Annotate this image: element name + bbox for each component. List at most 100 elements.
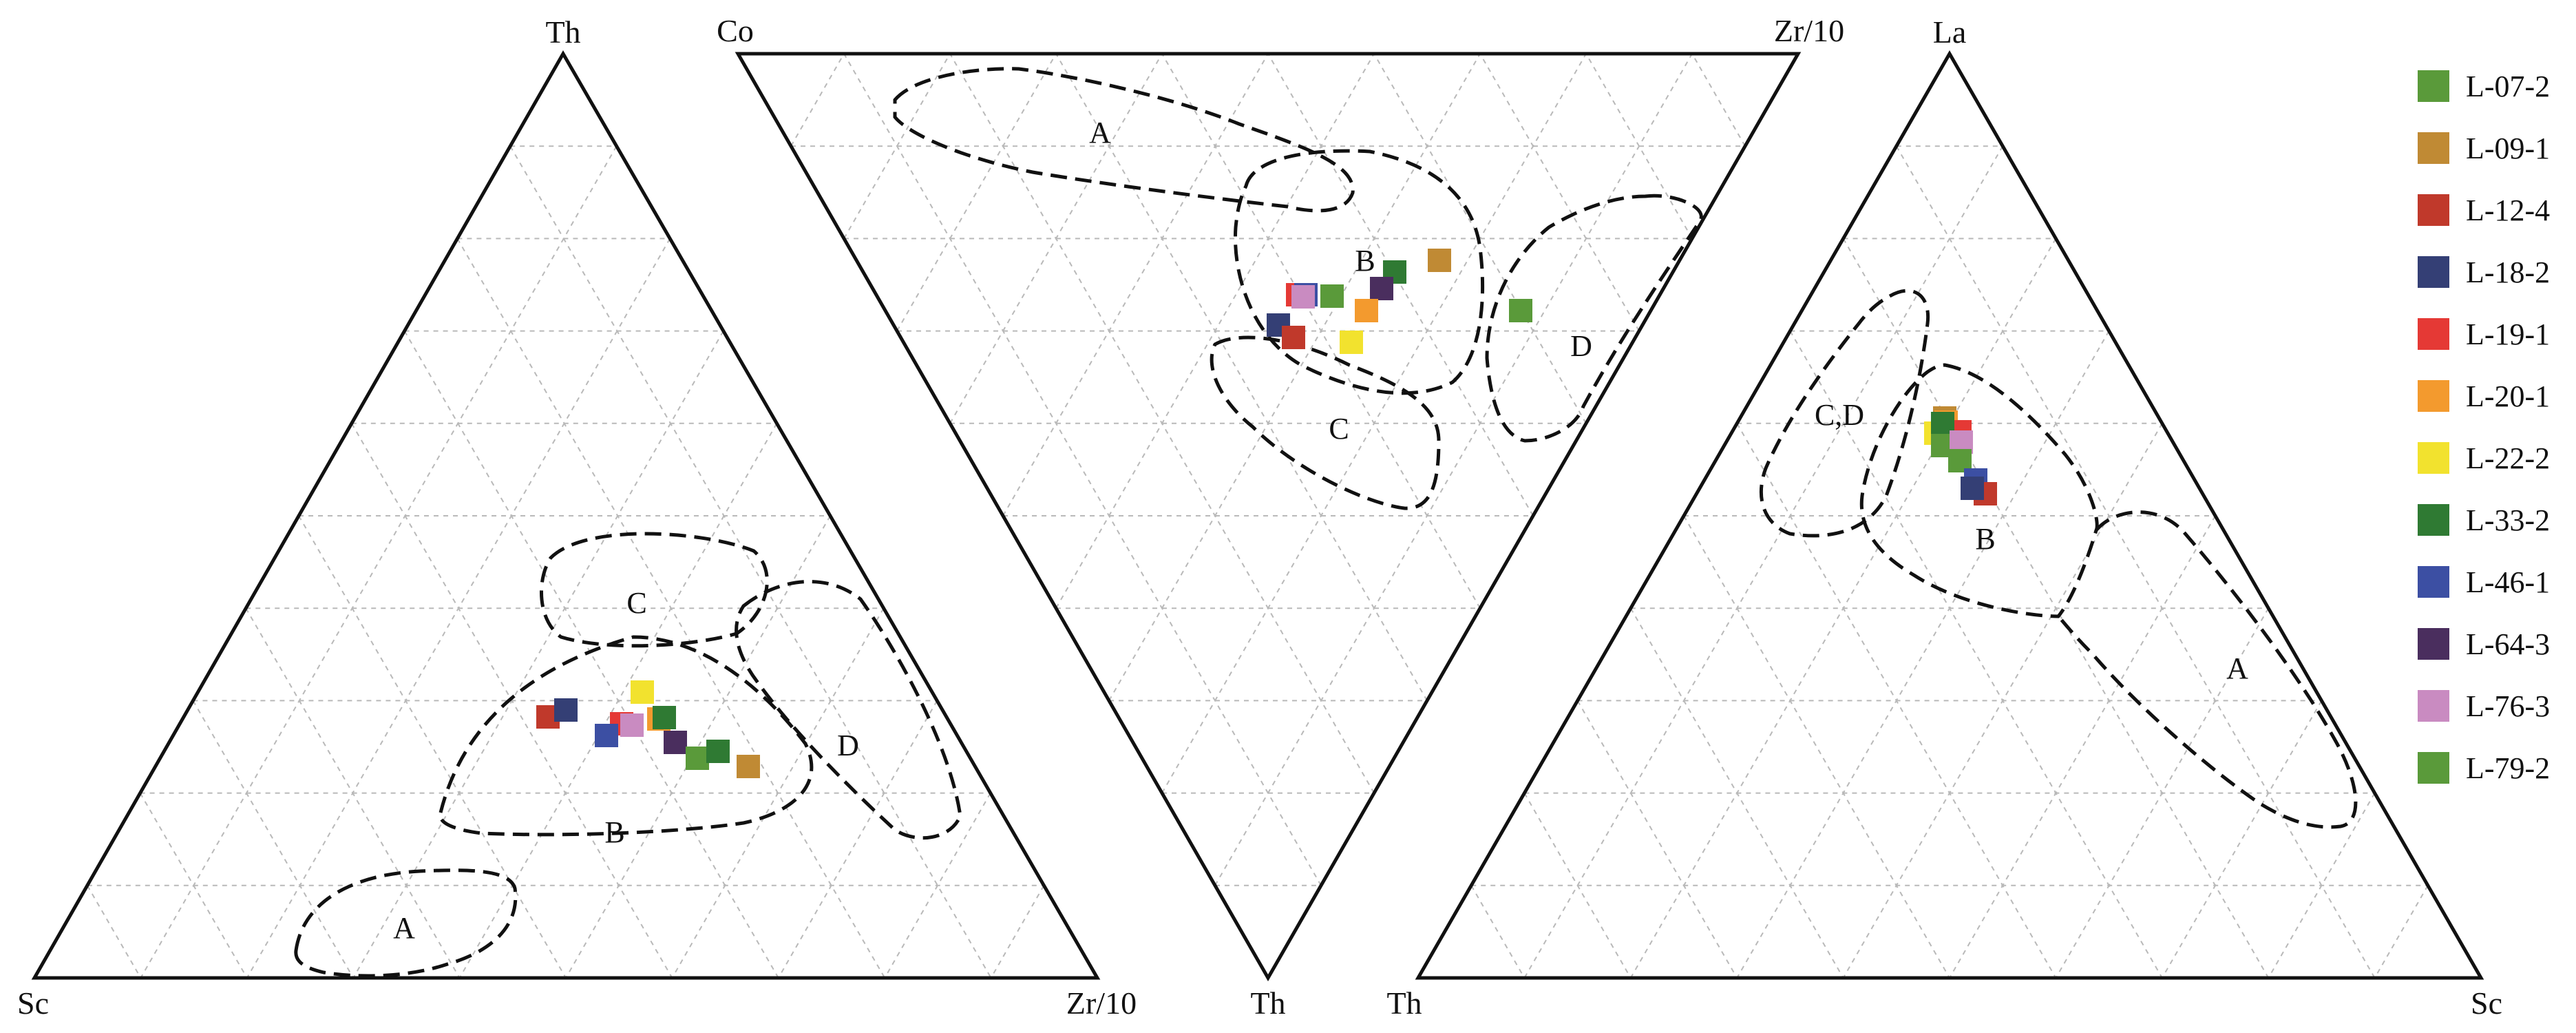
legend-label: L-76-3 [2466,689,2550,723]
point-l-33-2 [706,740,730,763]
vertex-label-th: Th [545,14,580,50]
grid-line [1523,145,2004,979]
sample-points [1267,249,1532,354]
vertex-label-sc: Sc [17,985,49,1021]
vertex-labels: La Th Sc [1386,14,2502,1021]
ternary-la-th-sc: C,D B A La Th Sc [1386,14,2502,1021]
legend-swatch [2418,752,2449,784]
vertex-label-co: Co [717,13,754,48]
grid-line [140,145,617,979]
field-boundary-a [2057,510,2358,829]
grid-line [1683,515,1950,979]
legend-swatch [2418,70,2449,102]
point-l-09-1 [1428,249,1451,272]
grid-line [1736,331,2110,979]
ternary-frame [735,52,1802,982]
vertex-label-la: La [1933,14,1967,50]
field-boundary-a [893,67,1355,213]
grid-line [403,331,779,979]
ternary-frame [31,50,1101,980]
legend-swatch [2418,132,2449,164]
field-label-c: C [1329,412,1349,446]
legend: L-07-2 L-09-1 L-12-4 L-18-2 L-19-1 L-20-1 L-22… [2418,70,2550,785]
legend-swatch [2418,504,2449,536]
sample-points [536,680,760,778]
point-l-79-2 [1509,299,1532,322]
field-boundary-d [1485,194,1703,443]
point-l-33-2 [653,706,676,729]
field-label-b: B [604,815,624,849]
grid-line [298,515,567,979]
grid-line [2374,885,2429,979]
grid-line [1470,885,1525,979]
point-l-22-2 [1340,331,1363,354]
point-l-20-1 [1355,299,1378,322]
grid-line [246,238,671,979]
grid-line [990,885,1045,979]
grid-line [192,700,355,979]
legend-label: L-33-2 [2466,503,2550,537]
field-boundaries [1760,289,2358,829]
grid-line [565,515,831,979]
point-l-09-1 [737,755,760,778]
legend-label: L-19-1 [2466,317,2550,351]
grid-line [1842,238,2270,979]
legend-swatch [2418,194,2449,226]
legend-swatch [2418,442,2449,474]
grid-line [352,331,724,979]
field-label-d: D [1570,329,1592,363]
legend-label: L-12-4 [2466,194,2550,227]
field-boundary-cd [1760,289,1930,538]
grid-line [1479,53,1640,332]
legend-label: L-22-2 [2466,441,2550,475]
field-boundary-a [294,868,518,978]
field-labels: C D B A [393,586,859,945]
legend-swatch [2418,690,2449,722]
ternary-co-zr-th: A B D C Co Zr/10 Th [717,13,1844,1021]
point-l-46-1 [595,724,618,747]
field-label-cd: C,D [1815,398,1864,432]
grid-line [1267,53,1534,516]
grid-line [1949,515,2216,979]
grid-line [456,238,886,979]
field-boundary-b [1233,149,1485,395]
grid-line [1576,700,1738,979]
legend-label: L-18-2 [2466,255,2550,289]
legend-label: L-09-1 [2466,132,2550,165]
legend-swatch [2418,628,2449,660]
grid-line [1002,53,1269,516]
field-label-a: A [2226,651,2248,685]
grid-line [949,53,1375,794]
point-l-12-4 [1282,326,1305,349]
vertex-labels: Co Zr/10 Th [717,13,1844,1021]
ternary-grid [790,53,1746,886]
legend-label: L-64-3 [2466,627,2550,661]
grid-line [1895,145,2376,979]
grid-line [1214,53,1693,886]
grid-line [1108,53,1481,701]
legend-swatch [2418,318,2449,350]
field-labels: C,D B A [1815,398,2248,685]
vertex-label-zr: Zr/10 [1066,985,1137,1021]
ternary-th-sc-zr: C D B A Th Sc Zr/10 [17,14,1137,1021]
point-l-64-3 [664,731,687,754]
grid-line [1161,53,1587,794]
field-boundary-c [540,532,769,648]
vertex-label-zr: Zr/10 [1774,13,1844,48]
ternary-grid [1470,145,2429,979]
point-l-07-2 [686,747,709,770]
vertex-label-th: Th [1386,985,1422,1021]
grid-line [790,53,845,147]
field-label-a: A [393,911,415,945]
field-label-c: C [626,586,646,620]
field-boundary-d [735,580,962,840]
vertex-labels: Th Sc Zr/10 [17,14,1137,1021]
legend-swatch [2418,380,2449,412]
field-boundary-b [1859,363,2099,618]
legend-label: L-07-2 [2466,70,2550,103]
field-label-b: B [1975,522,1995,556]
field-boundaries [893,67,1703,510]
field-boundaries [294,532,962,978]
legend-label: L-20-1 [2466,379,2550,413]
legend-swatch [2418,566,2449,598]
